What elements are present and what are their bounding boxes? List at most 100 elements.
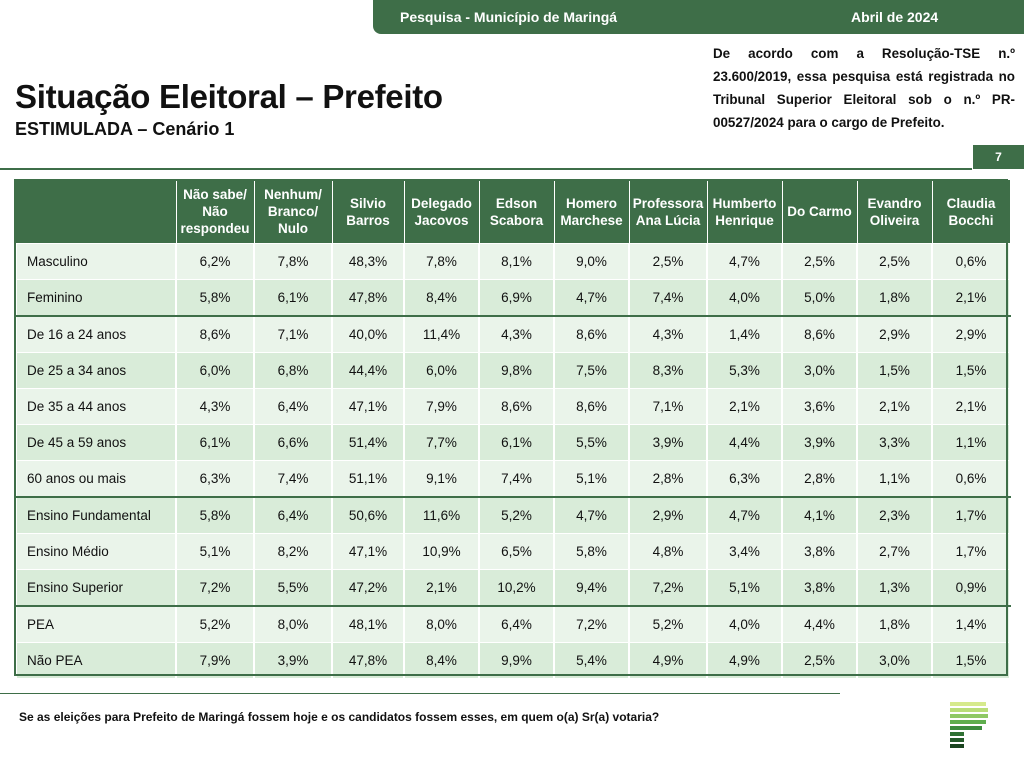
table-cell: 6,4% (253, 388, 333, 425)
table-cell: 6,0% (175, 352, 255, 389)
table-cell: 1,4% (931, 605, 1011, 643)
table-cell: 5,1% (553, 460, 630, 498)
table-cell: 6,9% (478, 279, 555, 317)
table-cell: 9,1% (403, 460, 480, 498)
table-cell: 8,0% (403, 605, 480, 643)
table-cell: 1,5% (931, 642, 1011, 679)
table-cell: 8,6% (175, 315, 255, 353)
table-cell: 5,2% (175, 605, 255, 643)
table-row: Masculino 6,2% 7,8% 48,3% 7,8% 8,1% 9,0% 2,5% 4,… (15, 243, 1011, 280)
table-cell: 5,0% (781, 279, 858, 317)
table-cell: 4,9% (706, 642, 783, 679)
header-blank (16, 180, 177, 244)
table-cell: 5,8% (553, 533, 630, 570)
table-cell: 5,5% (553, 424, 630, 461)
table-cell: 6,2% (175, 243, 255, 280)
table-cell: 5,5% (253, 569, 333, 607)
table-cell: 8,2% (253, 533, 333, 570)
table-cell: 4,1% (781, 496, 858, 534)
table-cell: 8,6% (553, 315, 630, 353)
table-cell: 4,4% (781, 605, 858, 643)
table-cell: 7,2% (553, 605, 630, 643)
table-cell: 3,8% (781, 533, 858, 570)
row-label: Masculino (15, 243, 177, 280)
table-cell: 4,8% (628, 533, 708, 570)
table-cell: 48,3% (331, 243, 405, 280)
table-cell: 47,8% (331, 279, 405, 317)
table-cell: 4,4% (706, 424, 783, 461)
row-label: De 45 a 59 anos (15, 424, 177, 461)
table-cell: 6,4% (253, 496, 333, 534)
table-cell: 6,1% (175, 424, 255, 461)
row-label: Ensino Fundamental (15, 496, 177, 534)
table-cell: 7,8% (253, 243, 333, 280)
table-cell: 4,0% (706, 605, 783, 643)
table-cell: 4,3% (175, 388, 255, 425)
table-cell: 3,0% (856, 642, 933, 679)
table-row: Ensino Superior 7,2% 5,5% 47,2% 2,1% 10,2% 9,4… (15, 569, 1011, 607)
table-row: De 16 a 24 anos 8,6% 7,1% 40,0% 11,4% 4,3% 8,6… (15, 315, 1011, 353)
table-cell: 7,1% (628, 388, 708, 425)
survey-question: Se as eleições para Prefeito de Maringá … (19, 710, 660, 724)
table-cell: 47,8% (331, 642, 405, 679)
table-cell: 6,5% (478, 533, 555, 570)
table-cell: 40,0% (331, 315, 405, 353)
table-cell: 4,0% (706, 279, 783, 317)
table-cell: 7,9% (403, 388, 480, 425)
table-cell: 2,1% (856, 388, 933, 425)
table-cell: 2,7% (856, 533, 933, 570)
table-cell: 2,5% (781, 642, 858, 679)
table-cell: 8,0% (253, 605, 333, 643)
top-header-bar: Pesquisa - Município de Maringá Abril de… (373, 0, 1024, 34)
table-cell: 1,3% (856, 569, 933, 607)
table-cell: 1,1% (931, 424, 1011, 461)
table-cell: 4,3% (628, 315, 708, 353)
table-cell: 3,4% (706, 533, 783, 570)
table-cell: 6,0% (403, 352, 480, 389)
column-header: Humberto Henrique (706, 180, 783, 244)
table-cell: 6,8% (253, 352, 333, 389)
row-label: De 25 a 34 anos (15, 352, 177, 389)
table-cell: 4,9% (628, 642, 708, 679)
table-cell: 2,3% (856, 496, 933, 534)
table-cell: 6,1% (253, 279, 333, 317)
table-cell: 0,6% (931, 460, 1011, 498)
table-cell: 1,8% (856, 279, 933, 317)
table-cell: 4,7% (706, 243, 783, 280)
table-row: De 25 a 34 anos 6,0% 6,8% 44,4% 6,0% 9,8% 7,5%… (15, 352, 1011, 389)
table-cell: 2,8% (781, 460, 858, 498)
row-label: Ensino Superior (15, 569, 177, 607)
table-cell: 9,9% (478, 642, 555, 679)
table-cell: 2,9% (856, 315, 933, 353)
table-cell: 7,5% (553, 352, 630, 389)
table-cell: 9,4% (553, 569, 630, 607)
table-cell: 4,7% (553, 279, 630, 317)
table-cell: 11,6% (403, 496, 480, 534)
table-cell: 5,3% (706, 352, 783, 389)
table-cell: 2,8% (628, 460, 708, 498)
table-cell: 2,9% (628, 496, 708, 534)
table-cell: 2,5% (628, 243, 708, 280)
row-label: De 35 a 44 anos (15, 388, 177, 425)
table-cell: 8,3% (628, 352, 708, 389)
table-cell: 7,4% (253, 460, 333, 498)
table-cell: 48,1% (331, 605, 405, 643)
table-cell: 5,1% (706, 569, 783, 607)
table-cell: 1,7% (931, 533, 1011, 570)
table-cell: 51,1% (331, 460, 405, 498)
table-cell: 7,2% (175, 569, 255, 607)
table-cell: 3,8% (781, 569, 858, 607)
table-cell: 7,1% (253, 315, 333, 353)
table-cell: 44,4% (331, 352, 405, 389)
table-cell: 6,4% (478, 605, 555, 643)
column-header: Evandro Oliveira (856, 180, 933, 244)
table-cell: 9,0% (553, 243, 630, 280)
column-header: Homero Marchese (553, 180, 630, 244)
table-cell: 8,6% (781, 315, 858, 353)
table-cell: 47,1% (331, 533, 405, 570)
table-cell: 1,5% (856, 352, 933, 389)
company-logo (950, 702, 988, 748)
table-row: PEA 5,2% 8,0% 48,1% 8,0% 6,4% 7,2% 5,2% 4,0% 4,4%… (15, 605, 1011, 643)
column-header: Do Carmo (781, 180, 858, 244)
table-cell: 4,3% (478, 315, 555, 353)
